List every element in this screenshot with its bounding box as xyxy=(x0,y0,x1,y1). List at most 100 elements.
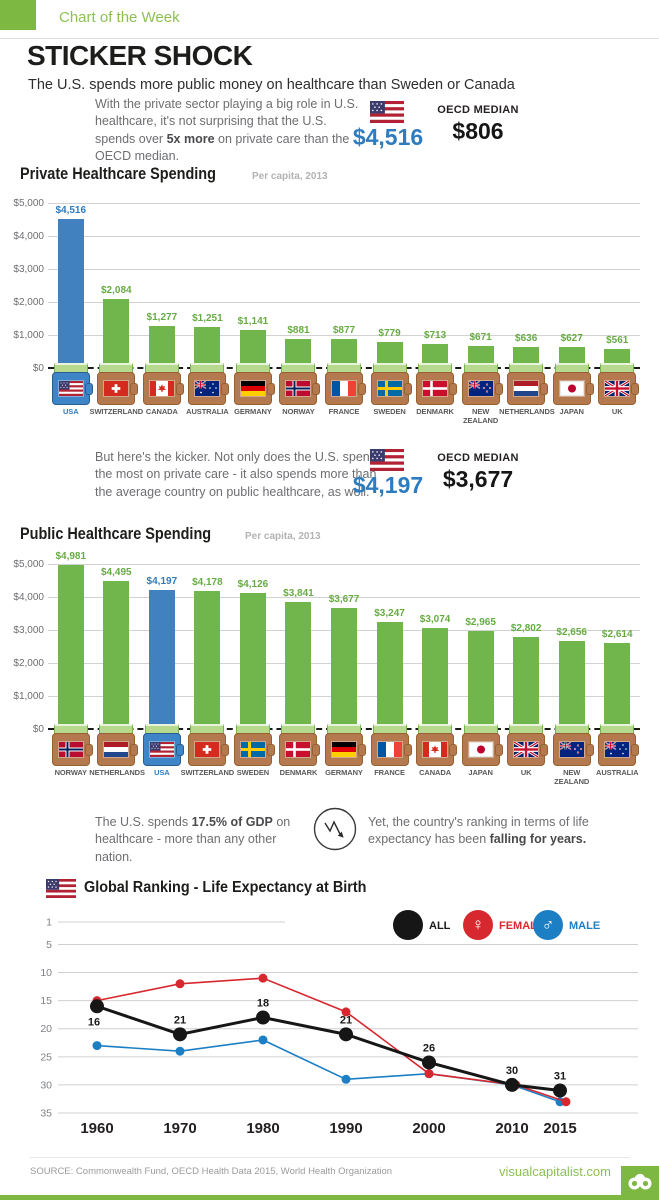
public-chart-title: Public Healthcare Spending xyxy=(20,524,212,543)
visualcapitalist-logo[interactable] xyxy=(621,1166,659,1196)
declining-trend-icon xyxy=(312,806,358,852)
usa-flag-icon xyxy=(58,381,83,396)
data-point-all xyxy=(339,1027,353,1042)
legend-all-icon[interactable] xyxy=(393,910,423,940)
bar-value-label: $877 xyxy=(332,325,356,337)
country-label: DENMARK xyxy=(279,768,318,777)
badge-label: Chart of the Week xyxy=(59,9,180,26)
australia-flag-icon xyxy=(604,741,630,757)
france-flag-icon xyxy=(377,742,402,757)
wallet-icon xyxy=(461,733,503,766)
wallet-icon xyxy=(233,733,275,766)
wallet-icon xyxy=(279,733,321,766)
header-bar: Chart of the Week xyxy=(0,0,659,39)
wallet-icon xyxy=(325,733,366,766)
bar-germany xyxy=(331,607,357,741)
Private Healthcare Spending-ytick: $4,000 xyxy=(13,231,44,242)
wallet-strap xyxy=(84,744,93,756)
wallet-icon xyxy=(416,733,458,766)
wallet-strap xyxy=(130,383,139,395)
netherlands-flag-icon xyxy=(514,381,539,396)
data-point-all xyxy=(256,1010,270,1025)
wallet-icon xyxy=(142,372,184,405)
wallet-icon xyxy=(552,372,594,405)
bar-value-label: $4,178 xyxy=(192,577,223,589)
bar-value-label: $881 xyxy=(287,324,310,336)
year-xtick: 2015 xyxy=(543,1120,576,1137)
rank-ytick: 30 xyxy=(40,1079,52,1091)
wallet-icon xyxy=(598,733,640,766)
life-expectancy-callout-text: Yet, the country's ranking in terms of l… xyxy=(368,814,616,849)
rank-ytick: 1 xyxy=(46,917,52,929)
page-subtitle: The U.S. spends more public money on hea… xyxy=(28,77,515,93)
point-label: 21 xyxy=(174,1014,186,1026)
brand-accent-square xyxy=(0,0,36,30)
life-expectancy-bold: falling for years. xyxy=(489,832,587,847)
oecd-private-value: $806 xyxy=(452,118,504,144)
wallet-icon xyxy=(279,372,321,405)
wallet-icon xyxy=(325,372,366,405)
norway-flag-icon xyxy=(58,742,83,757)
wallet-strap xyxy=(403,744,412,756)
bar-value-label: $2,965 xyxy=(465,617,496,629)
bar-value-label: $561 xyxy=(606,335,629,347)
Public Healthcare Spending-ytick: $5,000 xyxy=(13,559,44,570)
Public Healthcare Spending-gridline xyxy=(48,564,640,565)
country-label: DENMARK xyxy=(416,407,454,416)
newzealand-flag-icon xyxy=(468,380,493,396)
year-xtick: 1970 xyxy=(163,1120,196,1137)
wallet-strap xyxy=(221,383,230,395)
site-link[interactable]: visualcapitalist.com xyxy=(499,1164,611,1179)
data-point-female xyxy=(424,1069,434,1079)
Private Healthcare Spending-gridline xyxy=(48,269,640,270)
country-label: FRANCE xyxy=(328,407,360,416)
wallet-strap xyxy=(403,383,412,395)
wallet-strap xyxy=(540,383,549,395)
data-point-female xyxy=(341,1007,351,1017)
rank-ytick: 5 xyxy=(46,939,52,951)
oecd-median-label: OECD MEDIAN xyxy=(437,104,519,116)
canada-flag-icon xyxy=(423,742,448,757)
bar-value-label: $636 xyxy=(515,333,538,344)
point-label: 16 xyxy=(88,1016,100,1028)
bar-value-label: $4,516 xyxy=(55,204,87,216)
Public Healthcare Spending-ytick: $4,000 xyxy=(13,592,44,603)
country-label: GERMANY xyxy=(234,407,272,416)
switzerland-flag-icon xyxy=(195,742,220,757)
country-label: AUSTRALIA xyxy=(186,407,229,416)
oecd-median-label: OECD MEDIAN xyxy=(437,452,519,464)
data-point-all xyxy=(422,1055,436,1070)
life-expectancy-pre: Yet, the country's ranking in terms of l… xyxy=(368,815,589,847)
legend-female-icon[interactable]: ♀ xyxy=(463,910,493,940)
wallet-icon xyxy=(507,372,549,405)
data-point-female xyxy=(258,973,268,983)
series-line-male xyxy=(96,1039,561,1103)
year-xtick: 2010 xyxy=(495,1120,528,1137)
legend-male-icon[interactable]: ♂ xyxy=(533,910,563,940)
country-label: NEW ZEALAND xyxy=(463,407,499,425)
country-label: SWITZERLAND xyxy=(180,768,235,777)
wallet-strap xyxy=(221,744,230,756)
wallet-icon xyxy=(552,733,594,766)
point-label: 21 xyxy=(340,1014,352,1026)
bar-switzerland xyxy=(194,591,221,741)
bar-value-label: $4,495 xyxy=(101,566,132,578)
data-point-female xyxy=(175,979,185,989)
bottom-accent-strip xyxy=(0,1195,659,1200)
rank-ytick: 10 xyxy=(40,967,52,979)
country-label: NEW ZEALAND xyxy=(554,768,590,786)
country-label: SWITZERLAND xyxy=(89,407,144,416)
point-label: 30 xyxy=(506,1065,518,1077)
wallet-icon xyxy=(188,733,230,766)
footer-divider xyxy=(30,1157,630,1158)
bar-value-label: $3,247 xyxy=(374,607,405,619)
wallet-icon xyxy=(188,372,230,405)
bar-canada xyxy=(422,627,449,741)
bar-value-label: $627 xyxy=(560,333,583,345)
gdp-callout-text: The U.S. spends 17.5% of GDP on healthca… xyxy=(95,814,303,866)
usa-flag-icon xyxy=(149,742,174,757)
data-point-male xyxy=(341,1074,351,1084)
bar-value-label: $3,841 xyxy=(283,588,314,600)
wallet-strap xyxy=(312,744,321,756)
